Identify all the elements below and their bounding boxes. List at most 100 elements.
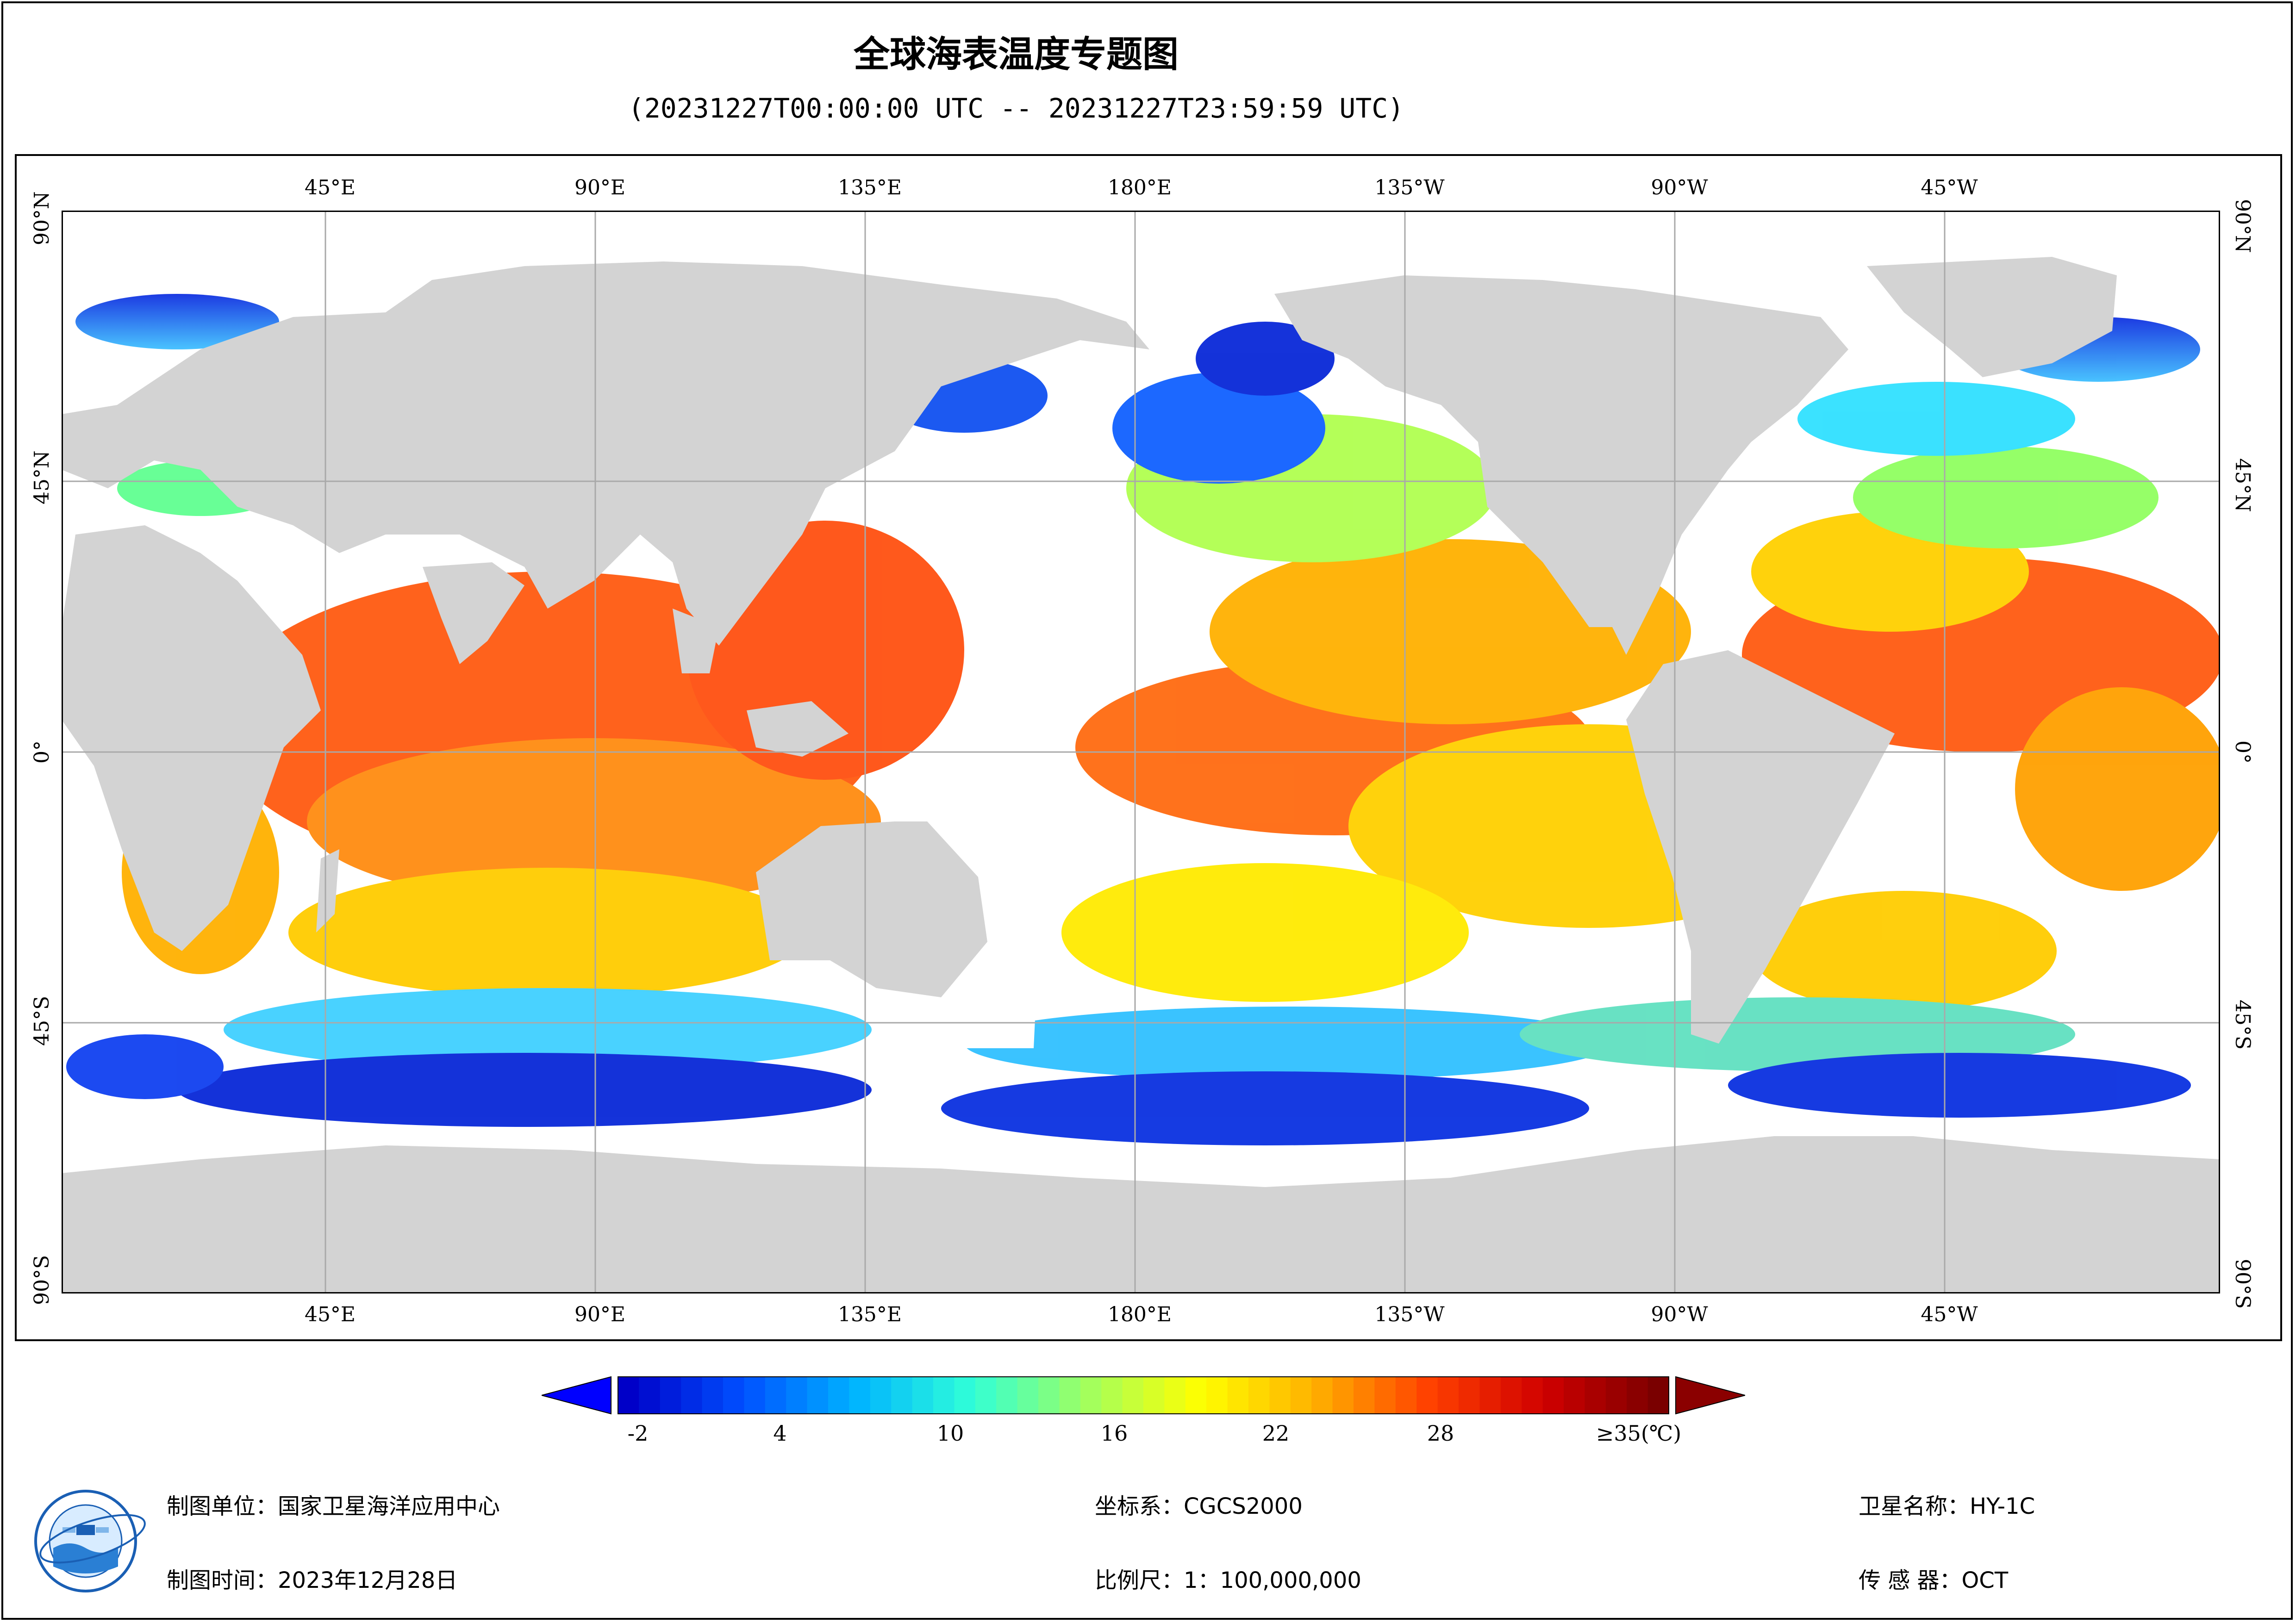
lat-label-left: 90°N	[30, 191, 54, 246]
colorbar-cell	[1564, 1377, 1585, 1414]
colorbar-cell	[1437, 1377, 1459, 1414]
colorbar-cell	[1269, 1377, 1291, 1414]
colorbar-cell	[1585, 1377, 1606, 1414]
lon-label-bottom: 45°W	[1921, 1303, 1978, 1326]
colorbar-cell	[660, 1377, 681, 1414]
lon-label-top: 45°E	[304, 176, 356, 199]
colorbar-cell	[681, 1377, 703, 1414]
colorbar-cells	[618, 1376, 1669, 1414]
map-border	[62, 211, 2220, 1293]
sst-map	[62, 211, 2220, 1293]
lon-label-bottom: 90°E	[574, 1303, 626, 1326]
lat-label-right: 0°	[2231, 740, 2254, 764]
colorbar-cell	[1017, 1377, 1039, 1414]
colorbar	[542, 1376, 1745, 1415]
colorbar-min-arrow	[542, 1376, 611, 1415]
colorbar-cell	[870, 1377, 892, 1414]
colorbar-border	[618, 1376, 1669, 1414]
colorbar-cell	[1332, 1377, 1354, 1414]
lon-label-top: 180°E	[1107, 176, 1172, 199]
time-range: (20231227T00:00:00 UTC -- 20231227T23:59…	[628, 93, 1404, 124]
colorbar-tick-label: 22	[1262, 1421, 1290, 1446]
colorbar-tick-label: ≥35(℃)	[1596, 1421, 1682, 1446]
colorbar-cell	[1500, 1377, 1522, 1414]
lon-label-top: 45°W	[1921, 176, 1978, 199]
colorbar-cell	[1143, 1377, 1165, 1414]
colorbar-cell	[1542, 1377, 1564, 1414]
lon-label-top: 90°E	[574, 176, 626, 199]
colorbar-cell	[996, 1377, 1018, 1414]
colorbar-cell	[1206, 1377, 1228, 1414]
lon-label-bottom: 135°W	[1374, 1303, 1445, 1326]
colorbar-tick-label: 10	[936, 1421, 964, 1446]
colorbar-cell	[786, 1377, 808, 1414]
lat-label-right: 90°S	[2231, 1259, 2254, 1309]
lon-label-top: 90°W	[1651, 176, 1708, 199]
colorbar-cell	[1311, 1377, 1333, 1414]
colorbar-cell	[1164, 1377, 1186, 1414]
colorbar-cell	[1395, 1377, 1417, 1414]
lon-label-bottom: 45°E	[304, 1303, 356, 1326]
colorbar-cell	[1416, 1377, 1438, 1414]
sensor-name: 传 感 器：OCT	[1859, 1567, 2009, 1593]
colorbar-cell	[1459, 1377, 1480, 1414]
colorbar-cell	[744, 1377, 766, 1414]
colorbar-cell	[618, 1377, 639, 1414]
lat-label-left: 90°S	[30, 1255, 54, 1305]
lon-label-top: 135°E	[837, 176, 902, 199]
colorbar-cell	[1374, 1377, 1396, 1414]
colorbar-cell	[975, 1377, 997, 1414]
coordinate-system: 坐标系：CGCS2000	[1095, 1493, 1303, 1519]
colorbar-cell	[891, 1377, 913, 1414]
colorbar-cell	[1122, 1377, 1144, 1414]
colorbar-cell	[828, 1377, 849, 1414]
colorbar-cell	[1605, 1377, 1627, 1414]
production-date: 制图时间：2023年12月28日	[167, 1567, 458, 1593]
lon-label-top: 135°W	[1374, 176, 1445, 199]
page-title: 全球海表温度专题图	[853, 34, 1179, 75]
graticule	[62, 211, 2220, 1293]
satellite-name: 卫星名称：HY-1C	[1859, 1493, 2035, 1519]
colorbar-cell	[849, 1377, 871, 1414]
colorbar-cell	[702, 1377, 724, 1414]
colorbar-cell	[1227, 1377, 1249, 1414]
lat-label-left: 45°N	[30, 450, 54, 505]
map-scale: 比例尺：1：100,000,000	[1095, 1567, 1361, 1593]
colorbar-cell	[723, 1377, 744, 1414]
colorbar-cell	[1354, 1377, 1375, 1414]
colorbar-cell	[807, 1377, 829, 1414]
colorbar-cell	[1038, 1377, 1060, 1414]
colorbar-tick-label: 4	[773, 1421, 787, 1446]
colorbar-cell	[639, 1377, 661, 1414]
lon-label-bottom: 135°E	[837, 1303, 902, 1326]
lat-label-right: 90°N	[2231, 199, 2254, 253]
colorbar-cell	[1522, 1377, 1543, 1414]
colorbar-tick-label: 16	[1100, 1421, 1128, 1446]
colorbar-cell	[765, 1377, 786, 1414]
colorbar-cell	[954, 1377, 976, 1414]
lat-label-left: 0°	[30, 740, 54, 764]
colorbar-cell	[1627, 1377, 1648, 1414]
lon-label-bottom: 90°W	[1651, 1303, 1708, 1326]
colorbar-cell	[1185, 1377, 1207, 1414]
colorbar-cell	[1290, 1377, 1312, 1414]
colorbar-cell	[1059, 1377, 1081, 1414]
lat-label-left: 45°S	[30, 995, 54, 1046]
colorbar-cell	[1101, 1377, 1123, 1414]
colorbar-cell	[1080, 1377, 1102, 1414]
colorbar-cell	[912, 1377, 934, 1414]
land	[62, 257, 2220, 1293]
map-frame	[15, 154, 2282, 1341]
colorbar-cell	[1647, 1377, 1669, 1414]
nsoas-logo	[34, 1490, 146, 1592]
colorbar-cell	[1479, 1377, 1501, 1414]
colorbar-cell	[1248, 1377, 1270, 1414]
colorbar-max-arrow	[1675, 1376, 1745, 1415]
lat-label-right: 45°N	[2231, 458, 2254, 512]
colorbar-cell	[933, 1377, 955, 1414]
colorbar-tick-label: -2	[627, 1421, 649, 1446]
lon-label-bottom: 180°E	[1107, 1303, 1172, 1326]
producer-unit: 制图单位：国家卫星海洋应用中心	[167, 1493, 500, 1519]
colorbar-tick-label: 28	[1427, 1421, 1454, 1446]
